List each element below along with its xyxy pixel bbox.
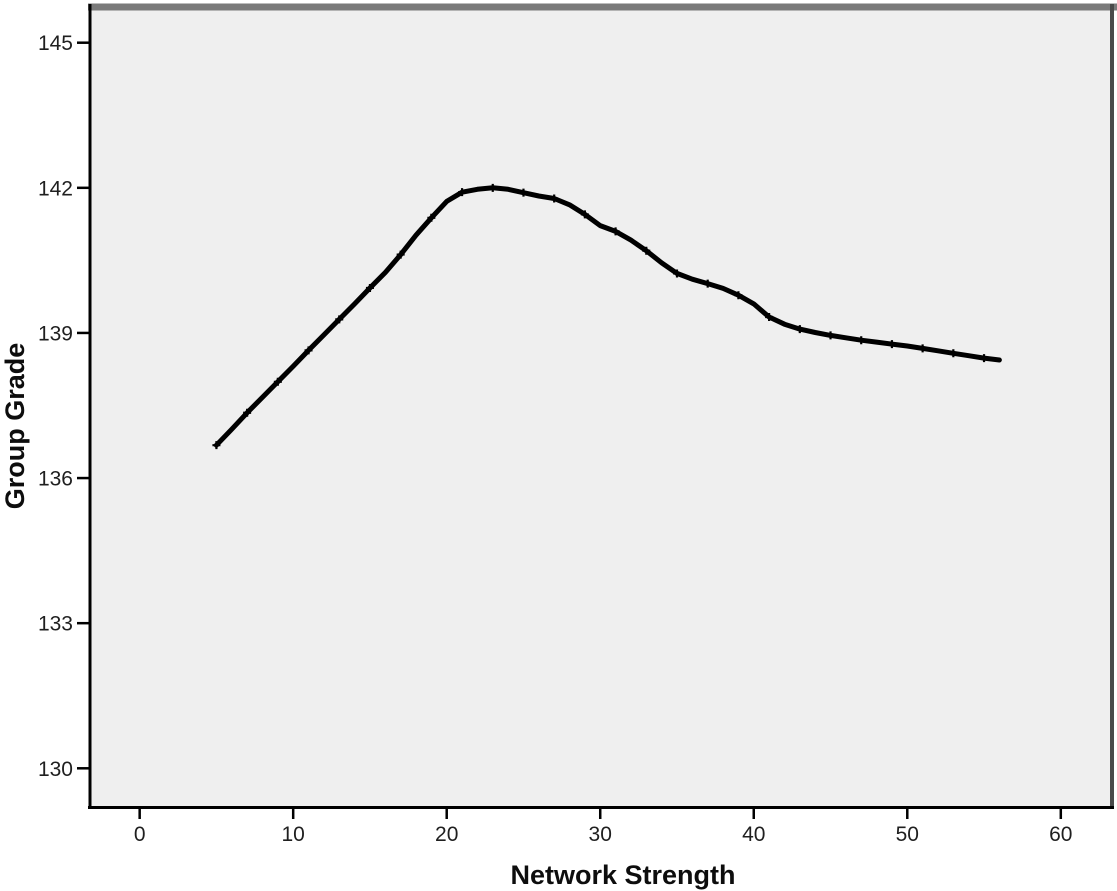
x-tick-label: 20 (435, 823, 458, 846)
y-tick-label: 142 (38, 177, 73, 200)
fit-line (213, 185, 1002, 448)
y-axis-ticks: 130 133 136 139 142 145 (38, 32, 89, 781)
x-tick-label: 40 (742, 823, 765, 846)
plot-area (89, 4, 1113, 807)
y-tick-label: 136 (38, 468, 73, 491)
y-tick-label: 145 (38, 32, 73, 55)
x-tick-label: 50 (896, 823, 919, 846)
x-axis-ticks: 0 10 20 30 40 50 60 (134, 808, 1072, 846)
x-tick-label: 0 (134, 823, 146, 846)
x-tick-label: 60 (1049, 823, 1072, 846)
y-tick-label: 133 (38, 613, 73, 636)
x-tick-label: 30 (589, 823, 612, 846)
x-tick-label: 10 (282, 823, 305, 846)
series-group (212, 183, 1002, 450)
x-axis-title: Network Strength (510, 860, 735, 890)
y-axis-title: Group Grade (0, 343, 30, 510)
y-tick-label: 130 (38, 758, 73, 781)
y-tick-label: 139 (38, 322, 73, 345)
